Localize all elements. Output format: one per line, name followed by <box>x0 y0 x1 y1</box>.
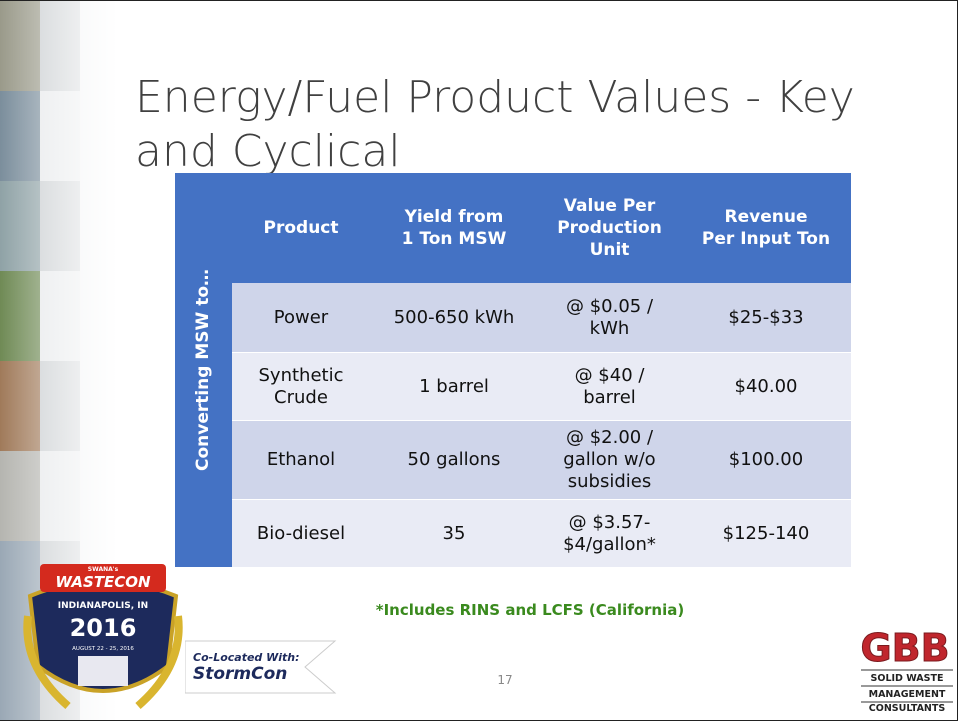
badge-dates: AUGUST 22 - 25, 2016 <box>72 646 134 652</box>
table-cell: $25-$33 <box>681 283 851 352</box>
badge-flag <box>78 656 128 686</box>
badge-name: WASTECON <box>55 573 151 591</box>
table-cell: 1 barrel <box>370 352 538 420</box>
cell-line: Power <box>273 306 329 328</box>
slide-title: Energy/Fuel Product Values - Key and Cycl… <box>135 71 855 179</box>
cell-line: Synthetic <box>258 364 344 386</box>
table-cell: 50 gallons <box>370 420 538 499</box>
cell-line: 35 <box>442 522 466 544</box>
header-cell: Yield from 1 Ton MSW <box>370 173 538 283</box>
title-line: Energy/Fuel Product Values - Key <box>135 72 855 123</box>
side-label: Converting MSW to… <box>193 268 213 472</box>
header-cell: Revenue Per Input Ton <box>681 173 851 283</box>
gbb-line: CONSULTANTS <box>869 703 946 713</box>
table-cell: @ $0.05 /kWh <box>538 283 681 352</box>
table-cell: $125-140 <box>681 499 851 567</box>
cell-line: Production <box>557 218 662 238</box>
table-cell: 35 <box>370 499 538 567</box>
stormcon-name: StormCon <box>193 664 287 684</box>
cell-line: 50 gallons <box>407 449 501 470</box>
header-cell: Value Per Production Unit <box>538 173 681 283</box>
cell-line: 500-650 kWh <box>393 306 515 328</box>
gbb-name: GBB <box>860 626 949 670</box>
gbb-line: MANAGEMENT <box>869 689 946 700</box>
table: Converting MSW to… Product Yield from 1 To… <box>175 173 851 567</box>
badge-year: 2016 <box>70 614 137 642</box>
cell-line: @ $40 / <box>574 364 645 386</box>
table-cell: Synthetic Crude <box>232 352 370 420</box>
cell-line: Unit <box>589 240 630 260</box>
stormcon-label: Co-Located With: <box>193 651 300 664</box>
laurel <box>23 615 71 710</box>
cell-line: subsidies <box>567 471 652 492</box>
cell-line: Per Input Ton <box>701 229 831 249</box>
table-cell: @ $3.57- $4/gallon* <box>538 499 681 567</box>
table-cell: $100.00 <box>681 420 851 499</box>
table-cell: Bio-diesel <box>232 499 370 567</box>
cell-line: 1 barrel <box>419 375 489 397</box>
badge-banner <box>40 564 166 592</box>
footnote: *Includes RINS and LCFS (California) <box>375 601 685 619</box>
cell-line: $125-140 <box>722 522 810 544</box>
page-number: 17 <box>497 673 513 687</box>
table-cell: @ $40 /barrel <box>538 352 681 420</box>
cell-line: $4/gallon* <box>563 533 656 555</box>
cell-line: Crude <box>274 386 328 408</box>
cell-line: kWh <box>589 317 630 339</box>
laurel <box>135 615 183 710</box>
stormcon-logo: Co-Located With: StormCon <box>185 640 337 694</box>
table-cell: Power <box>232 283 370 352</box>
gbb-line: SOLID WASTE <box>871 673 944 684</box>
wastecon-badge: SWANA's WASTECON INDIANAPOLIS, IN 2016 A… <box>23 564 183 710</box>
cell-line: @ $2.00 / <box>565 427 654 448</box>
cell-line: 1 Ton MSW <box>401 229 507 249</box>
gbb-logo: GBB SOLID WASTE MANAGEMENT CONSULTANTS <box>860 626 953 713</box>
table-cell: @ $2.00 /gallon w/o subsidies <box>538 420 681 499</box>
cell-line: @ $0.05 / <box>565 295 654 317</box>
cell-line: Yield from <box>404 207 504 227</box>
table-cell: Ethanol <box>232 420 370 499</box>
table-cell: $40.00 <box>681 352 851 420</box>
title-line: and Cyclical <box>135 126 401 177</box>
table-cell: 500-650 kWh <box>370 283 538 352</box>
side-header: Converting MSW to… <box>175 173 232 567</box>
cell-line: barrel <box>583 386 636 408</box>
cell-line: $25-$33 <box>728 306 804 328</box>
badge-top: SWANA's <box>88 566 119 573</box>
header-cell: Product <box>232 173 370 283</box>
cell-line: Bio-diesel <box>256 522 346 544</box>
cell-line: Product <box>263 218 339 238</box>
stormcon-shape <box>185 640 337 694</box>
badge-city: INDIANAPOLIS, IN <box>58 601 148 611</box>
cell-line: @ $3.57- <box>568 511 651 533</box>
cell-line: Value Per <box>563 196 656 216</box>
cell-line: Ethanol <box>266 449 336 470</box>
cell-line: gallon w/o <box>563 449 656 470</box>
cell-line: $40.00 <box>734 375 798 397</box>
cell-line: $100.00 <box>728 449 804 470</box>
cell-line: Revenue <box>724 207 808 227</box>
